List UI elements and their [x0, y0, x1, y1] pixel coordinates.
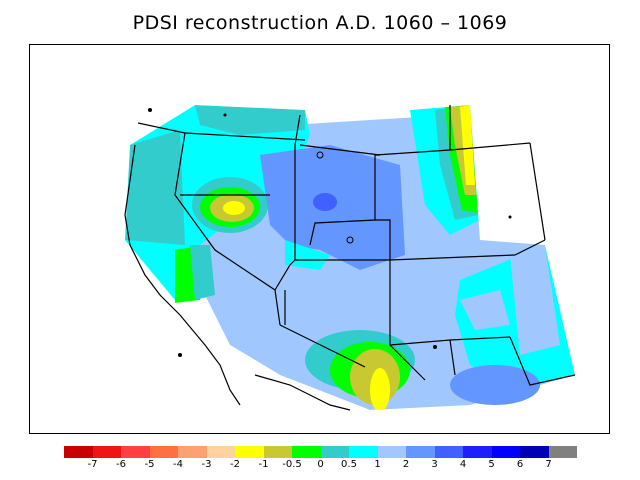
legend-swatch	[178, 446, 207, 458]
map-panel	[29, 44, 610, 434]
legend-swatch	[92, 446, 121, 458]
legend-tick-label: 7	[545, 459, 552, 470]
legend-swatch	[491, 446, 520, 458]
mask-east	[535, 125, 609, 375]
mask-north	[130, 45, 609, 145]
legend-tick-label: 6	[516, 459, 524, 470]
legend-tick-label: -4	[173, 459, 183, 470]
legend-swatch	[463, 446, 492, 458]
legend-swatch	[64, 446, 93, 458]
legend-tick-label: -5	[144, 459, 155, 470]
legend-swatch	[434, 446, 463, 458]
legend-tick-label: 3	[431, 459, 438, 470]
legend-tick-label: 1	[374, 459, 381, 470]
legend-tick-label: 2	[402, 459, 410, 470]
coastline	[124, 144, 241, 406]
legend-tick-label: -2	[230, 459, 240, 470]
legend-swatch	[206, 446, 235, 458]
legend-swatch	[149, 446, 178, 458]
legend-tick-label: -0.5	[282, 459, 302, 470]
pdsi-map	[30, 45, 609, 433]
legend-swatch	[520, 446, 549, 458]
legend-swatch	[235, 446, 264, 458]
legend-tick-label: 4	[459, 459, 467, 470]
legend-swatch	[292, 446, 321, 458]
state-borders	[137, 105, 576, 386]
no-data-dakotas	[470, 105, 545, 245]
legend-tick-label: 5	[488, 459, 495, 470]
legend-tick-label: -6	[116, 459, 126, 470]
legend-tick-label: -1	[258, 459, 269, 470]
map-title: PDSI reconstruction A.D. 1060 – 1069	[132, 12, 508, 34]
pdsi-field-idaho	[195, 105, 305, 135]
legend-ticks: -7 -6 -5 -4 -3 -2 -1 -0.5 0 0.5 1 2 3 4 5 6 7	[64, 459, 577, 473]
legend-swatch	[377, 446, 406, 458]
lake	[316, 151, 324, 159]
legend-tick-label: -3	[201, 459, 212, 470]
legend-tick-label: 0.5	[341, 459, 357, 470]
legend-swatch	[548, 446, 577, 458]
legend-swatch	[406, 446, 435, 458]
legend-swatch	[263, 446, 292, 458]
pdsi-field-pacific-nw	[125, 130, 185, 245]
legend-swatch	[349, 446, 378, 458]
legend-tick-label: -7	[87, 459, 98, 470]
legend-colorbar	[64, 446, 577, 458]
legend-swatch	[320, 446, 349, 458]
legend-tick-label: 0	[317, 459, 324, 470]
pdsi-anomaly-wyoming	[313, 193, 337, 211]
mask-pacific	[30, 45, 609, 433]
legend-swatch	[121, 446, 150, 458]
